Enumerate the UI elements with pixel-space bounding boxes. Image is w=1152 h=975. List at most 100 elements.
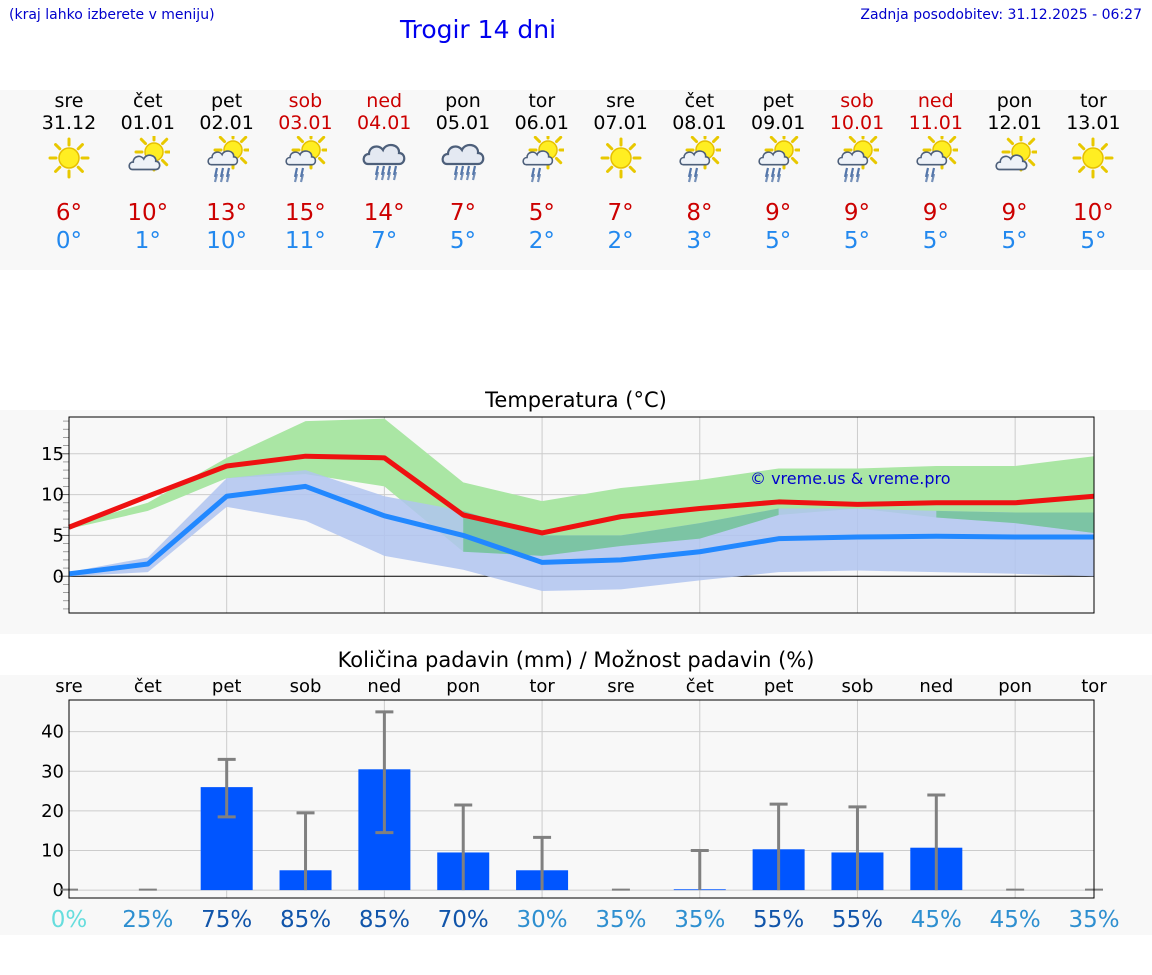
- sun-icon: [1071, 136, 1115, 180]
- x-category-label: sob: [842, 676, 874, 697]
- sun-cloud-rain-icon: [756, 130, 804, 183]
- x-category-label: pet: [212, 676, 242, 697]
- temp-max: 7°: [449, 200, 477, 226]
- day-name: pet: [762, 90, 794, 112]
- temp-max: 10°: [1073, 200, 1114, 226]
- x-category-label: ned: [367, 676, 401, 697]
- day-name: sre: [606, 90, 636, 112]
- forecast-day: tor 13.01 10° 5°: [1054, 90, 1132, 260]
- temp-max: 10°: [127, 200, 169, 226]
- y-tick-label: 10: [41, 840, 64, 861]
- precip-probability: 70%: [438, 907, 489, 933]
- day-name: ned: [917, 90, 954, 112]
- precip-probability: 75%: [201, 907, 252, 933]
- precip-probability: 85%: [280, 907, 331, 933]
- day-name: sob: [288, 90, 323, 112]
- forecast-day: pet 09.01 9° 5°: [739, 90, 817, 260]
- sun-cloud-rain-icon: [205, 130, 253, 183]
- x-category-label: ned: [919, 676, 953, 697]
- day-date: 07.01: [593, 112, 648, 134]
- forecast-day: pon 12.01 9° 5°: [976, 90, 1054, 260]
- sun-cloud-light-rain-icon: [283, 130, 331, 183]
- temp-min: 5°: [449, 228, 477, 254]
- forecast-day: pon 05.01 7° 5°: [424, 90, 502, 260]
- temp-min: 10°: [206, 228, 247, 254]
- max-range-band: [69, 418, 1094, 556]
- y-tick-label: 40: [41, 722, 64, 743]
- day-date: 10.01: [829, 112, 885, 134]
- forecast-day: sre 31.12 6° 0°: [30, 90, 108, 260]
- forecast-day: ned 04.01 14° 7°: [345, 90, 423, 260]
- y-tick-label: 0: [53, 880, 64, 901]
- day-name: tor: [1079, 90, 1107, 112]
- day-date: 03.01: [278, 112, 333, 134]
- day-date: 06.01: [514, 112, 569, 134]
- temp-min: 3°: [686, 228, 713, 254]
- precip-probability: 45%: [911, 907, 962, 933]
- day-name: tor: [528, 90, 556, 112]
- x-category-label: pon: [446, 676, 480, 697]
- sun-icon: [599, 136, 643, 180]
- x-category-label: tor: [1081, 676, 1107, 697]
- forecast-days: sre 31.12 6° 0° čet 01.01 10° 1° pet 02.01…: [0, 90, 1152, 270]
- page-title: Trogir 14 dni: [400, 15, 557, 44]
- temp-max: 7°: [607, 200, 634, 226]
- temp-max: 9°: [922, 200, 949, 226]
- overlap-band: [463, 508, 1094, 556]
- x-category-label: sob: [290, 676, 322, 697]
- precip-probability: 55%: [832, 907, 883, 933]
- y-tick-label: 30: [41, 761, 64, 782]
- forecast-day: sob 03.01 15° 11°: [266, 90, 344, 260]
- temp-min: 0°: [55, 228, 83, 254]
- temp-min: 5°: [1001, 228, 1028, 254]
- precip-chart-title: Količina padavin (mm) / Možnost padavin …: [337, 648, 815, 672]
- temp-max: 9°: [1001, 200, 1028, 226]
- watermark: © vreme.us & vreme.pro: [750, 469, 951, 488]
- min-temp-line: [68, 483, 1094, 577]
- day-name: čet: [684, 90, 715, 112]
- day-name: sre: [54, 90, 84, 112]
- day-date: 05.01: [435, 112, 491, 134]
- temp-min: 11°: [285, 228, 326, 254]
- sun-cloud-light-rain-icon: [914, 130, 962, 183]
- precip-probability: 0%: [51, 907, 88, 933]
- forecast-day: ned 11.01 9° 5°: [897, 90, 975, 260]
- forecast-day: čet 01.01 10° 1°: [109, 90, 187, 260]
- forecast-day: pet 02.01 13° 10°: [188, 90, 266, 260]
- temp-max: 5°: [528, 200, 555, 226]
- day-date: 02.01: [199, 112, 254, 134]
- temp-min: 5°: [1080, 228, 1107, 254]
- day-name: sob: [840, 90, 874, 112]
- day-name: pon: [445, 90, 481, 112]
- temp-max: 9°: [765, 200, 792, 226]
- sun-cloud-rain-icon: [835, 130, 883, 183]
- x-category-label: pon: [998, 676, 1032, 697]
- forecast-day: čet 08.01 8° 3°: [660, 90, 738, 260]
- day-date: 08.01: [672, 112, 727, 134]
- x-category-label: čet: [134, 676, 162, 697]
- max-temp-line: [68, 453, 1095, 536]
- precip-probability: 45%: [990, 907, 1041, 933]
- header-hint: (kraj lahko izberete v meniju): [9, 7, 215, 23]
- y-tick-label: 20: [41, 801, 64, 822]
- y-tick-label: 15: [41, 444, 64, 465]
- sun-icon: [47, 136, 91, 180]
- temperature-chart: 0 5 10 15 © vreme.us & vreme.pro: [41, 416, 1095, 614]
- temp-min: 7°: [371, 228, 398, 254]
- precip-probability: 30%: [517, 907, 568, 933]
- day-date: 04.01: [356, 112, 412, 134]
- precip-probability: 35%: [1068, 907, 1119, 933]
- sun-cloud-light-rain-icon: [520, 130, 568, 183]
- day-name: ned: [366, 90, 403, 112]
- sun-cloud-icon: [993, 132, 1041, 180]
- plot-border: [68, 699, 1095, 899]
- temp-min: 5°: [765, 228, 792, 254]
- temp-max: 15°: [285, 200, 326, 226]
- precip-probability: 35%: [595, 907, 646, 933]
- x-category-label: tor: [529, 676, 555, 697]
- plot-border: [68, 416, 1095, 614]
- day-name: pet: [210, 90, 243, 112]
- day-date: 01.01: [120, 112, 175, 134]
- rain-cloud-icon: [362, 136, 406, 181]
- rain-cloud-icon: [441, 136, 485, 181]
